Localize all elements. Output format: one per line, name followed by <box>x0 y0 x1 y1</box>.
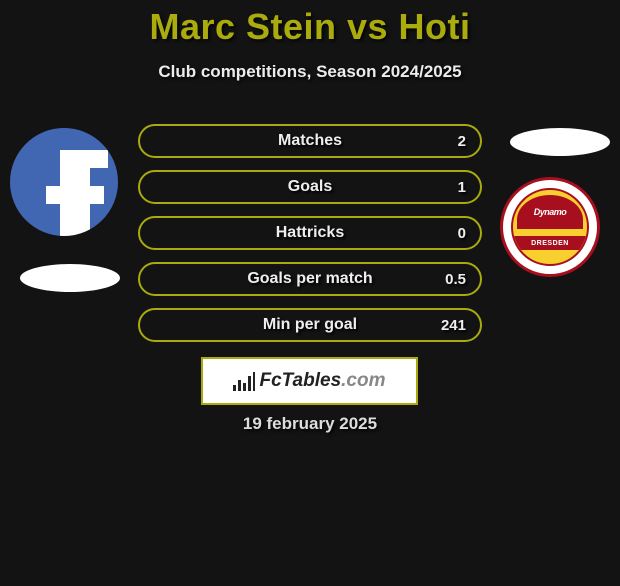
crest-bottom-banner: DRESDEN <box>511 236 589 250</box>
player-left-team-badge <box>20 264 120 292</box>
footer-date: 19 february 2025 <box>0 414 620 434</box>
brand-text: FcTables.com <box>259 370 385 392</box>
stat-row-hattricks: Hattricks 0 <box>138 216 482 250</box>
stat-row-min-per-goal: Min per goal 241 <box>138 308 482 342</box>
player-right-team-badge <box>510 128 610 156</box>
brand-box: FcTables.com <box>201 357 418 405</box>
player-left-avatar <box>10 128 118 236</box>
brand-suffix: .com <box>341 370 385 391</box>
page-subtitle: Club competitions, Season 2024/2025 <box>0 62 620 82</box>
stats-list: Matches 2 Goals 1 Hattricks 0 Goals per … <box>138 124 482 354</box>
stat-value: 2 <box>458 133 466 150</box>
stat-row-matches: Matches 2 <box>138 124 482 158</box>
page-title: Marc Stein vs Hoti <box>0 6 620 48</box>
stat-label: Hattricks <box>276 224 344 242</box>
crest-top-label: Dynamo <box>534 207 567 217</box>
player-right-crest: Dynamo DRESDEN <box>500 177 600 277</box>
stat-row-goals: Goals 1 <box>138 170 482 204</box>
stat-row-goals-per-match: Goals per match 0.5 <box>138 262 482 296</box>
chart-bars-icon <box>233 371 255 391</box>
stat-value: 0 <box>458 225 466 242</box>
crest-inner: Dynamo DRESDEN <box>511 188 589 266</box>
stat-label: Goals <box>288 178 332 196</box>
stat-label: Min per goal <box>263 316 357 334</box>
brand-name: FcTables <box>259 370 341 391</box>
stat-label: Goals per match <box>247 270 372 288</box>
stat-label: Matches <box>278 132 342 150</box>
crest-bottom-label: DRESDEN <box>531 240 569 247</box>
stat-value: 241 <box>441 317 466 334</box>
stat-value: 0.5 <box>445 271 466 288</box>
crest-top-text: Dynamo <box>517 195 583 229</box>
avatar-f-cross <box>46 186 104 204</box>
stat-value: 1 <box>458 179 466 196</box>
